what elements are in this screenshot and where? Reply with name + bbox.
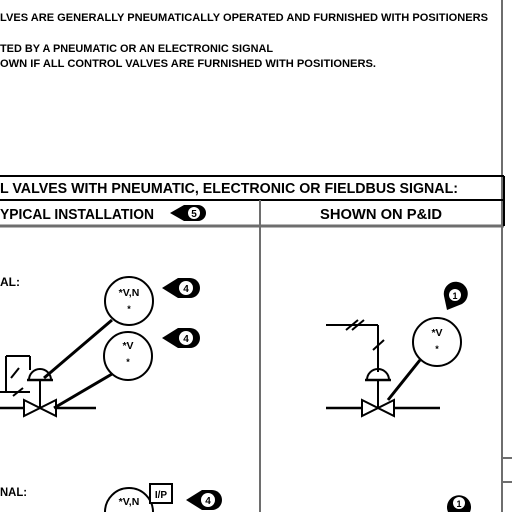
- left-bubble-2-tag: *V: [122, 340, 133, 352]
- note-line-3: OWN IF ALL CONTROL VALVES ARE FURNISHED …: [0, 58, 376, 70]
- right-reference-tag-2: 1: [446, 495, 472, 512]
- right-reference-tag-2-label: 1: [456, 499, 461, 509]
- left-bubble-1-number: *: [127, 304, 131, 314]
- ip-transducer-label: I/P: [155, 490, 168, 501]
- note-line-2: TED BY A PNEUMATIC OR AN ELECTRONIC SIGN…: [0, 43, 273, 55]
- left-row2-label: NAL:: [0, 485, 27, 499]
- note-line-1: LVES ARE GENERALLY PNEUMATICALLY OPERATE…: [0, 12, 489, 24]
- left-bubble-3-tag: *V,N: [119, 496, 140, 508]
- left-bubble-1-tag: *V,N: [119, 287, 140, 299]
- note-callout-5: 5: [170, 205, 206, 221]
- right-bubble-number: *: [435, 344, 439, 354]
- left-signal-line-2: [53, 372, 113, 410]
- left-callout-4a-label: 4: [183, 284, 189, 295]
- left-instrument-bubble-3: *V,N: [104, 487, 154, 512]
- left-callout-4b-label: 4: [183, 334, 189, 345]
- right-instrument-bubble: *V *: [412, 317, 462, 367]
- left-control-valve: [0, 368, 96, 418]
- left-instrument-bubble-1: *V,N *: [104, 276, 154, 326]
- note-callout-5-label: 5: [191, 209, 197, 220]
- right-connecting-line: [386, 359, 422, 401]
- left-callout-4c-label: 4: [205, 496, 211, 507]
- left-row1-label: AL:: [0, 275, 20, 289]
- right-reference-tag-1: 1: [443, 281, 468, 310]
- left-callout-4c: 4: [186, 490, 222, 510]
- left-callout-4a: 4: [162, 278, 200, 298]
- ip-transducer-box: I/P: [149, 483, 173, 504]
- right-control-valve: [326, 368, 440, 418]
- left-positioner-loop: [0, 355, 31, 397]
- right-signal-line: [326, 319, 385, 372]
- column-header-typical-installation: YPICAL INSTALLATION: [0, 207, 154, 223]
- table-title: L VALVES WITH PNEUMATIC, ELECTRONIC OR F…: [0, 181, 458, 197]
- left-callout-4b: 4: [162, 328, 200, 348]
- column-header-shown-on-pid: SHOWN ON P&ID: [320, 207, 442, 223]
- left-instrument-bubble-2: *V *: [103, 331, 153, 381]
- left-signal-line-1: [43, 318, 113, 380]
- right-reference-tag-1-label: 1: [452, 291, 457, 301]
- left-bubble-2-number: *: [126, 357, 130, 367]
- right-bubble-tag: *V: [431, 327, 442, 339]
